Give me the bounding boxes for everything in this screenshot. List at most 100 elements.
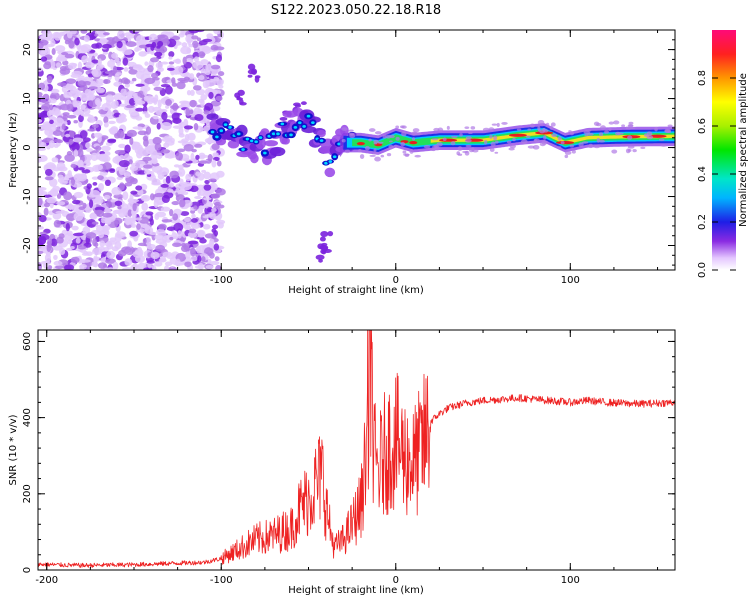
hot-spot [556,141,575,145]
noise-blob [175,152,183,161]
noise-blob [189,89,195,97]
noise-blob [127,91,137,96]
noise-blob [169,236,174,241]
band-noise [632,149,637,153]
noise-blob [85,61,95,69]
noise-blob [91,221,99,225]
noise-blob [200,94,208,101]
noise-blob [160,121,172,131]
band-noise [564,154,569,159]
noise-blob [91,176,99,180]
noise-blob [157,66,164,73]
band-noise [359,154,365,159]
noise-blob [154,261,163,267]
ridge-core-cyan [210,130,215,134]
noise-blob [38,92,43,97]
noise-blob [83,108,91,115]
ridge-core-cyan [297,121,302,125]
band-noise [457,146,463,151]
noise-blob [210,100,221,107]
band-noise [489,147,495,152]
noise-blob [203,197,212,201]
noise-blob [70,73,81,79]
noise-blob [171,82,178,87]
band-noise [581,141,589,144]
band-noise [382,134,387,139]
noise-blob [73,149,79,157]
snr-y-ticks: 0 200 400 600 [22,332,675,573]
noise-blob [118,182,125,191]
ridge-core-cyan [236,132,241,136]
noise-blob [111,186,122,196]
noise-blob [98,232,104,239]
noise-blob [43,126,49,131]
noise-blob [85,232,97,239]
noise-blob [94,97,101,106]
noise-blob [46,196,57,204]
band-noise [456,151,461,156]
noise-blob [155,62,164,69]
noise-blob [144,77,156,85]
noise-blob [113,100,119,109]
noise-blob [50,94,57,100]
band-noise [543,129,549,133]
noise-blob [172,213,179,221]
noise-blob [57,166,68,172]
noise-blob [181,243,187,248]
noise-blob [73,119,79,124]
noise-blob [116,60,121,67]
noise-blob [94,33,99,37]
band-noise [484,139,488,145]
signal-clump [294,104,302,108]
band-noise [495,140,499,144]
noise-blob [87,128,97,132]
colorbar-tick-label: 0.6 [697,118,708,134]
band-noise [389,140,393,143]
noise-blob [121,246,132,254]
noise-blob [155,244,166,252]
noise-blob [201,256,206,262]
noise-blob [216,79,224,86]
noise-blob [95,224,105,234]
noise-blob [179,100,190,105]
noise-blob [126,132,134,137]
band-noise [568,130,572,133]
noise-blob [208,91,214,99]
noise-blob [186,90,192,96]
noise-blob [61,56,67,62]
snr-x-tick-label: 100 [561,575,580,586]
band-noise [414,154,421,158]
noise-blob [131,144,138,151]
noise-blob [53,260,63,266]
noise-blob [171,112,180,121]
band-noise [372,152,380,155]
noise-blob [211,228,217,233]
noise-blob [143,267,151,270]
noise-blob [62,112,70,116]
noise-blob [64,153,75,162]
band-noise [368,138,372,142]
noise-blob [205,79,210,88]
noise-blob [145,236,152,246]
band-noise [532,144,540,150]
noise-blob [122,267,134,270]
ridge-core-cyan [306,114,311,118]
noise-blob [131,223,137,228]
noise-blob [176,81,186,90]
colorbar-tick-label: 0.4 [697,166,708,182]
noise-blob [168,61,175,65]
noise-blob [73,191,84,199]
noise-blob [106,250,116,259]
noise-blob [214,201,221,207]
noise-blob [91,68,102,78]
noise-blob [192,85,202,91]
band-noise [404,153,410,158]
noise-blob [188,30,200,34]
noise-blob [68,138,74,145]
band-noise [556,146,562,149]
ridge-core-cyan [276,132,280,136]
spectrogram-y-tick-label: 20 [22,43,33,56]
noise-blob [156,122,161,130]
noise-blob [217,71,225,77]
